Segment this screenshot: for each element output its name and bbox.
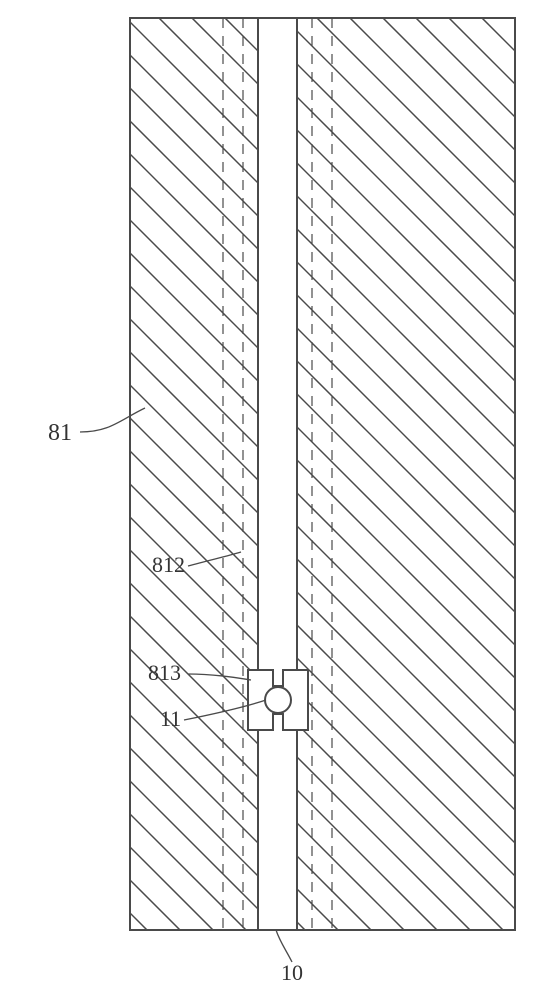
- label-812: 812: [152, 552, 185, 577]
- canvas-bg: [0, 0, 535, 1000]
- patent-figure: 10 11 81 812 813: [0, 0, 535, 1000]
- label-813: 813: [148, 660, 181, 685]
- label-81: 81: [48, 420, 72, 446]
- pivot-circle: [265, 687, 291, 713]
- label-11: 11: [160, 706, 181, 731]
- label-10: 10: [281, 960, 303, 985]
